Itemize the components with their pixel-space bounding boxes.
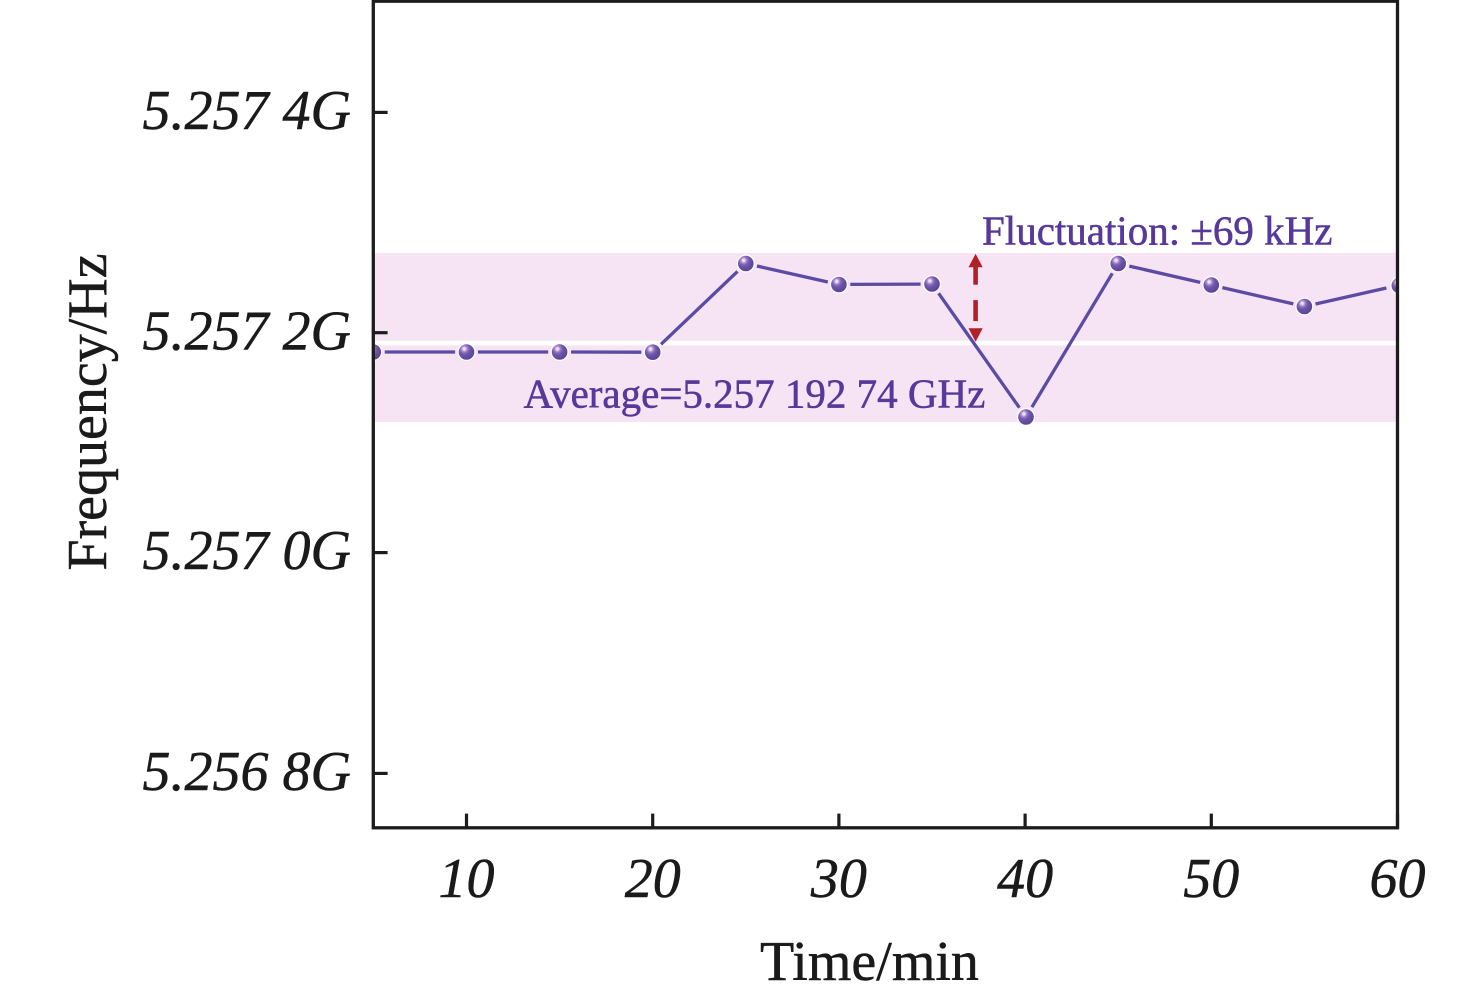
svg-text:Fluctuation: ±69 kHz: Fluctuation: ±69 kHz [982, 208, 1332, 254]
svg-text:5.257 4G: 5.257 4G [143, 80, 351, 142]
svg-text:30: 30 [810, 848, 867, 910]
svg-text:5.257 0G: 5.257 0G [143, 520, 351, 582]
svg-text:20: 20 [625, 848, 681, 910]
svg-text:50: 50 [1183, 848, 1239, 910]
svg-text:10: 10 [439, 848, 495, 910]
svg-text:5.256 8G: 5.256 8G [143, 741, 351, 803]
svg-text:Average=5.257 192 74 GHz: Average=5.257 192 74 GHz [524, 370, 986, 416]
svg-text:Time/min: Time/min [760, 931, 979, 993]
svg-text:40: 40 [997, 848, 1053, 910]
svg-text:Frequency/Hz: Frequency/Hz [57, 253, 119, 570]
svg-text:5.257 2G: 5.257 2G [143, 300, 351, 362]
svg-text:60: 60 [1370, 848, 1426, 910]
